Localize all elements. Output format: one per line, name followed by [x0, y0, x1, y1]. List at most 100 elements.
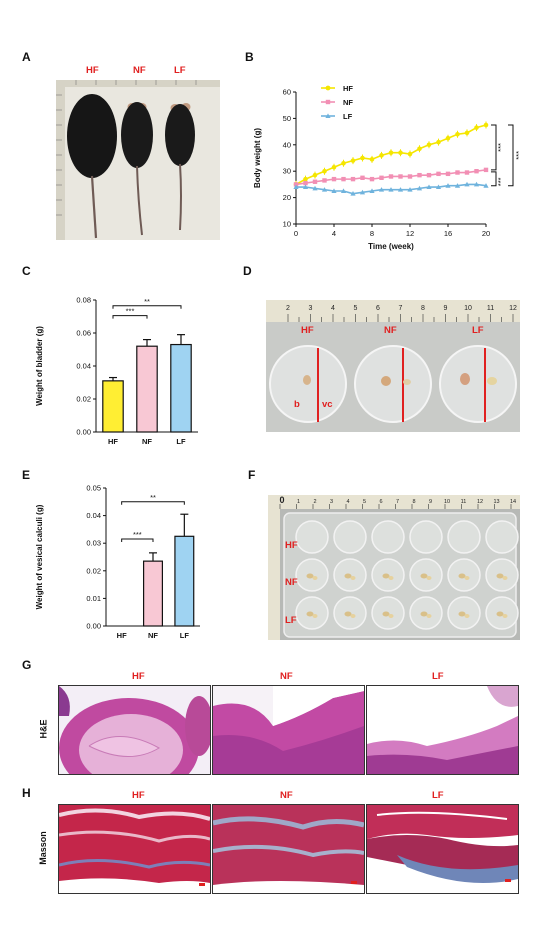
ruler-label: 10 — [444, 499, 450, 505]
legend-marker-lf — [325, 113, 331, 118]
ruler-label: 14 — [510, 499, 516, 505]
y-tick-label: 0.03 — [86, 539, 101, 548]
sig-label-hf-lf: ** — [150, 493, 156, 502]
data-point-hf — [312, 172, 318, 178]
data-point-hf — [445, 135, 451, 141]
y-tick-label: 50 — [283, 114, 291, 123]
panel-h-group-nf: NF — [280, 790, 293, 801]
data-point-hf — [474, 125, 479, 130]
sig-bracket-hf-lf — [508, 124, 514, 187]
panel-label-c: C — [22, 264, 31, 278]
calculus — [458, 611, 466, 617]
y-tick-label: 60 — [283, 88, 291, 97]
data-point-lf — [359, 189, 366, 195]
ruler-label: 13 — [493, 499, 499, 505]
panel-label-f: F — [248, 468, 256, 482]
x-tick-label: 0 — [294, 229, 298, 238]
data-point-hf — [407, 151, 413, 157]
panel-d-group-nf: NF — [384, 325, 397, 336]
panel-label-e: E — [22, 468, 31, 482]
ruler-label: 7 — [396, 499, 399, 505]
calculus — [502, 576, 508, 580]
ruler-label: 10 — [464, 305, 472, 312]
panel-f-row-lf: LF — [285, 615, 297, 626]
panel-g-group-hf: HF — [132, 671, 145, 682]
data-point-nf — [341, 176, 346, 182]
sig-bracket-hf-lf — [112, 305, 182, 309]
legend-marker-nf — [325, 99, 331, 105]
data-point-hf — [436, 139, 441, 145]
panel-g-group-lf: LF — [432, 671, 444, 682]
ruler-label: 9 — [444, 305, 448, 312]
ruler-label: 2 — [313, 499, 316, 505]
data-point-lf — [426, 184, 432, 190]
bar-lf — [170, 343, 192, 433]
panel-label-a: A — [22, 50, 31, 64]
ruler-label: 8 — [421, 305, 425, 312]
ruler-label: 3 — [330, 499, 333, 505]
sig-bracket-nf-lf — [491, 171, 497, 187]
sig-bracket-hf-nf — [112, 315, 148, 319]
sig-label-hf-nf: *** — [133, 530, 142, 539]
bar-nf — [136, 345, 158, 433]
panel-label-h: H — [22, 786, 31, 800]
he-lf-image — [366, 685, 519, 775]
data-point-hf — [350, 158, 356, 163]
data-point-nf — [426, 172, 432, 178]
data-point-nf — [312, 179, 318, 184]
well-plate-photo: 0 1 2 3 4 5 6 7 8 9 10 11 12 13 14 — [268, 495, 520, 640]
data-point-lf — [293, 184, 299, 190]
calculus — [426, 614, 432, 618]
calculus — [382, 611, 390, 617]
dish-photo: 2 3 4 5 6 7 8 9 10 11 12 — [266, 300, 520, 432]
he-nf-image — [212, 685, 365, 775]
panel-a-group-nf: NF — [133, 65, 146, 76]
y-tick-label: 0.04 — [76, 362, 91, 371]
y-tick-label: 0.06 — [76, 329, 91, 338]
masson-hf-image — [58, 804, 211, 894]
category-label-nf: NF — [148, 631, 158, 640]
y-axis-label: Weight of vesical calculi (g) — [35, 504, 44, 609]
data-point-hf — [426, 142, 432, 148]
he-hf-image — [58, 685, 211, 775]
well — [333, 520, 367, 554]
calculus — [420, 573, 428, 579]
data-point-lf — [397, 187, 404, 192]
calculus — [388, 576, 394, 580]
data-point-lf — [350, 191, 356, 196]
ruler-label: 7 — [399, 305, 403, 312]
x-axis-label: Time (week) — [368, 242, 414, 251]
panel-d-group-lf: LF — [472, 325, 484, 336]
data-point-nf — [379, 175, 384, 180]
mice-photo — [56, 80, 220, 240]
y-tick-label: 0.05 — [86, 484, 101, 493]
category-label-hf: HF — [117, 631, 127, 640]
data-point-nf — [417, 172, 422, 178]
body-weight-chart: 10 20 30 40 50 60 0 4 8 12 16 20 Time (week) Body wei… — [253, 84, 523, 251]
data-point-lf — [464, 181, 470, 187]
y-tick-label: 20 — [283, 193, 291, 202]
y-tick-label: 40 — [283, 140, 291, 149]
calculus — [496, 573, 504, 579]
legend-marker-hf — [325, 85, 331, 91]
ruler-label: 3 — [309, 305, 313, 312]
ruler-label: 4 — [331, 305, 335, 312]
data-point-nf — [455, 170, 460, 175]
masson-nf-image — [212, 804, 365, 894]
bar-hf — [102, 380, 124, 433]
panel-a-group-lf: LF — [174, 65, 186, 76]
data-point-lf — [302, 184, 309, 190]
data-point-nf — [474, 169, 479, 174]
panel-d-group-hf: HF — [301, 325, 314, 336]
calculus — [388, 614, 394, 618]
panel-label-g: G — [22, 658, 32, 672]
calculus — [306, 573, 314, 579]
ruler-label: 11 — [461, 499, 467, 505]
y-tick-label: 0.02 — [86, 566, 101, 575]
data-point-lf — [445, 183, 451, 188]
category-label-nf: NF — [142, 437, 152, 446]
x-tick-label: 12 — [406, 229, 414, 238]
calculus — [312, 614, 318, 618]
sig-label-hf-lf: ** — [144, 297, 150, 306]
calculus — [344, 611, 352, 617]
